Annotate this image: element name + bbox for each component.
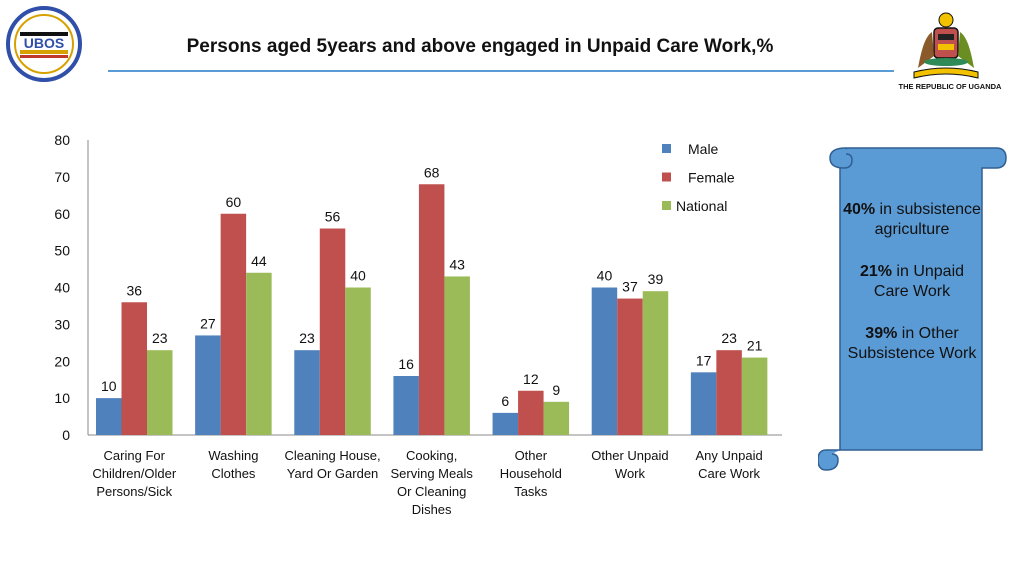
- y-tick-label: 40: [54, 280, 70, 296]
- x-tick-label: Cooking,: [406, 448, 457, 463]
- x-tick-label: Any Unpaid: [695, 448, 762, 463]
- bar-male: [96, 398, 122, 435]
- legend-label-male: Male: [688, 141, 719, 157]
- bar-national: [147, 350, 173, 435]
- x-tick-label: Household: [500, 466, 562, 481]
- x-tick-label: Dishes: [412, 502, 452, 517]
- data-label: 21: [747, 338, 763, 354]
- bar-national: [543, 401, 570, 435]
- y-tick-label: 50: [54, 243, 70, 259]
- bar-groups: 10 36 23 27 60 44 23 56 40 16 68 43 6 12 9 40 37 39 17 23 21: [96, 164, 768, 435]
- x-tick-label: Yard Or Garden: [287, 466, 379, 481]
- bar-female: [518, 390, 544, 435]
- bar-female: [220, 213, 247, 435]
- data-label: 68: [424, 164, 440, 180]
- x-tick-label: Care Work: [698, 466, 760, 481]
- bar-male: [690, 372, 717, 435]
- x-axis-labels: Caring For Children/Older Persons/Sick Wash…: [92, 448, 762, 517]
- legend-swatch-female: [662, 172, 671, 182]
- bar-national: [246, 272, 272, 435]
- coat-of-arms-emblem: [913, 12, 979, 79]
- x-tick-label: Or Cleaning: [397, 484, 466, 499]
- bar-female: [716, 350, 742, 435]
- legend-label-national: National: [676, 198, 727, 214]
- data-label: 17: [696, 352, 712, 368]
- y-tick-label: 70: [54, 169, 70, 185]
- bar-female: [121, 302, 147, 435]
- x-tick-label: Other Unpaid: [591, 448, 668, 463]
- y-tick-label: 60: [54, 206, 70, 222]
- data-label: 44: [251, 253, 267, 269]
- scroll-stat-agriculture: 40% in subsistence agriculture: [843, 201, 981, 238]
- bar-female: [418, 184, 445, 435]
- data-label: 36: [126, 282, 142, 298]
- x-tick-label: Serving Meals: [390, 466, 473, 481]
- y-tick-label: 0: [62, 427, 70, 443]
- scroll-stat-other-subsistence: 39% in Other Subsistence Work: [847, 325, 977, 362]
- bar-female: [319, 228, 346, 435]
- data-label: 43: [449, 256, 465, 272]
- chart-legend: Male Female National: [662, 141, 735, 214]
- x-tick-label: Clothes: [211, 466, 256, 481]
- page-title: Persons aged 5years and above engaged in…: [186, 36, 774, 57]
- bar-female: [617, 298, 643, 435]
- y-tick-label: 20: [54, 353, 70, 369]
- x-tick-label: Tasks: [514, 484, 548, 499]
- data-label: 40: [597, 268, 613, 284]
- x-tick-label: Washing: [208, 448, 258, 463]
- bar-male: [492, 412, 519, 435]
- scroll-banner: [818, 147, 1007, 471]
- data-label: 23: [721, 330, 737, 346]
- legend-swatch-male: [662, 144, 671, 153]
- republic-label: THE REPUBLIC OF UGANDA: [898, 82, 1002, 91]
- x-tick-label: Persons/Sick: [96, 484, 172, 499]
- x-tick-label: Children/Older: [92, 466, 176, 481]
- data-label: 16: [398, 356, 414, 372]
- bar-national: [345, 287, 371, 435]
- data-label: 10: [101, 378, 117, 394]
- title-underline: [108, 70, 894, 72]
- data-label: 23: [152, 330, 168, 346]
- data-label: 56: [325, 209, 341, 225]
- data-label: 27: [200, 315, 216, 331]
- legend-label-female: Female: [688, 170, 735, 186]
- bar-national: [642, 291, 669, 435]
- y-tick-label: 10: [54, 390, 70, 406]
- data-label: 6: [501, 393, 509, 409]
- x-tick-label: Caring For: [104, 448, 166, 463]
- ubos-logo: UBOS: [6, 6, 82, 82]
- data-label: 40: [350, 268, 366, 284]
- bar-male: [393, 376, 419, 435]
- legend-swatch-national: [662, 201, 671, 210]
- data-label: 37: [622, 279, 638, 295]
- bar-national: [444, 276, 470, 435]
- bar-male: [294, 350, 320, 435]
- data-label: 23: [299, 330, 315, 346]
- scroll-stats: 40% in subsistence agriculture 21% in Un…: [842, 200, 982, 386]
- y-tick-label: 80: [54, 132, 70, 148]
- scroll-stat-unpaid-care: 21% in Unpaid Care Work: [859, 263, 965, 300]
- bar-national: [741, 357, 768, 435]
- y-tick-label: 30: [54, 316, 70, 332]
- x-tick-label: Cleaning House,: [284, 448, 380, 463]
- data-label: 9: [552, 382, 560, 398]
- svg-text:UBOS: UBOS: [24, 35, 64, 51]
- data-label: 12: [523, 371, 539, 387]
- data-label: 60: [226, 194, 242, 210]
- x-tick-label: Work: [615, 466, 646, 481]
- bar-male: [591, 287, 618, 435]
- data-label: 39: [648, 271, 664, 287]
- x-tick-label: Other: [515, 448, 548, 463]
- bar-male: [195, 335, 221, 435]
- bar-chart: 0 10 20 30 40 50 60 70 80 10 36 23 27 60 44 23 56 40 16 68…: [54, 132, 782, 517]
